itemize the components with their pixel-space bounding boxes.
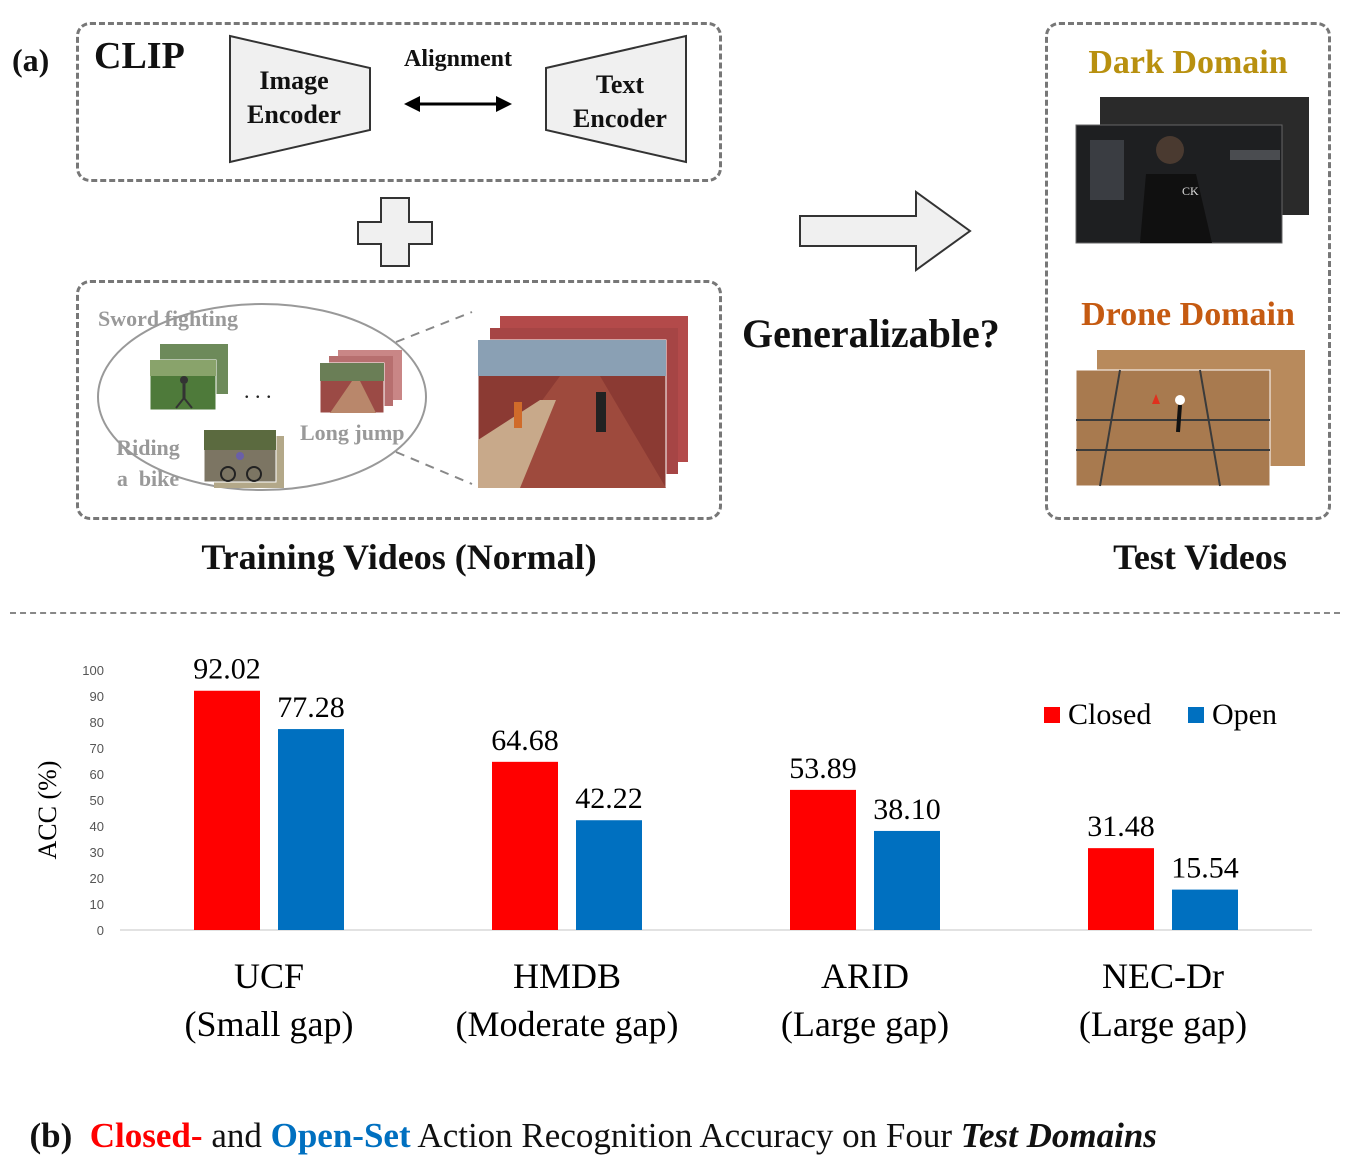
image-encoder-line1: Image: [259, 66, 329, 95]
bar-closed-nec-dr: [1088, 848, 1154, 930]
test-videos-box: [1045, 22, 1331, 520]
bar-value-label: 92.02: [193, 653, 261, 686]
y-tick-label: 80: [90, 715, 104, 730]
y-tick-label: 70: [90, 741, 104, 756]
training-caption: Training Videos (Normal): [201, 537, 597, 577]
drone-domain-frames: [1075, 350, 1305, 487]
bar-value-label: 42.22: [575, 782, 643, 815]
alignment-arrow-icon: [404, 96, 512, 112]
y-tick-label: 20: [90, 871, 104, 886]
caption-emph: Test Domains: [960, 1116, 1157, 1155]
riding-line2: a bike: [116, 466, 180, 491]
generalizable-question: Generalizable?: [742, 311, 1000, 356]
image-encoder-shape: [229, 34, 371, 164]
right-arrow-icon: [799, 190, 972, 272]
svg-text:CK: CK: [1182, 184, 1199, 198]
y-tick-label: 10: [90, 897, 104, 912]
drone-domain-label: Drone Domain: [1081, 296, 1295, 333]
bar-open-ucf: [278, 729, 344, 930]
category-label: HMDB: [513, 956, 621, 996]
category-label: NEC-Dr: [1102, 956, 1224, 996]
y-tick-label: 50: [90, 793, 104, 808]
clip-box: [76, 22, 722, 182]
bar-open-nec-dr: [1172, 889, 1238, 930]
panel-b-label: (b): [29, 1116, 73, 1155]
test-caption: Test Videos: [1113, 537, 1287, 577]
bar-value-label: 38.10: [873, 793, 941, 826]
riding-bike-thumbnail: [203, 429, 284, 488]
y-tick-label: 30: [90, 845, 104, 860]
panel-separator: [10, 612, 1340, 614]
legend-closed-label: Closed: [1068, 698, 1151, 731]
clip-diagram: CK: [97, 34, 1309, 491]
y-tick-label: 40: [90, 819, 104, 834]
accuracy-bar-chart: ACC (%) 0 10 20 30 40 50 60 70 80 90 100 92.02 77.2…: [33, 653, 1312, 1044]
bar-open-hmdb: [576, 820, 642, 930]
bar-closed-ucf: [194, 690, 260, 930]
category-label: ARID: [821, 956, 909, 996]
panel-a-label: (a): [12, 42, 50, 78]
training-videos-box: [76, 280, 722, 520]
legend-open-swatch: [1188, 707, 1204, 723]
long-jump-label: Long jump: [300, 420, 405, 445]
long-jump-large-frame: [477, 316, 688, 489]
riding-bike-label: Riding a bike: [100, 432, 196, 494]
category-note: (Small gap): [185, 1004, 354, 1044]
bar-closed-arid: [790, 789, 856, 930]
bar-value-label: 64.68: [491, 724, 559, 757]
caption-and: and: [202, 1116, 271, 1155]
text-encoder-line1: Text: [595, 70, 645, 99]
legend-open-label: Open: [1212, 698, 1277, 731]
bar-value-label: 31.48: [1087, 810, 1155, 843]
riding-line1: Riding: [116, 435, 180, 460]
image-encoder-label: Image Encoder: [236, 64, 352, 132]
y-tick-label: 100: [82, 663, 104, 678]
bar-value-label: 77.28: [277, 691, 345, 724]
category-label: UCF: [234, 956, 304, 996]
clip-title: CLIP: [94, 35, 185, 77]
sword-fighting-label: Sword fighting: [98, 306, 238, 331]
caption-rest: Action Recognition Accuracy on Four: [410, 1116, 961, 1155]
text-encoder-label: Text Encoder: [560, 68, 680, 136]
category-note: (Moderate gap): [456, 1004, 679, 1044]
category-note: (Large gap): [1079, 1004, 1247, 1044]
legend: Closed Open: [1044, 698, 1277, 731]
category-note: (Large gap): [781, 1004, 949, 1044]
panel-b-caption: (b) Closed- and Open-Set Action Recognit…: [12, 1076, 1157, 1156]
y-tick-label: 0: [97, 923, 104, 938]
bar-value-label: 53.89: [789, 752, 857, 785]
y-tick-label: 60: [90, 767, 104, 782]
y-axis-label: ACC (%): [33, 761, 62, 860]
dark-domain-label: Dark Domain: [1088, 44, 1288, 81]
image-encoder-line2: Encoder: [247, 100, 341, 129]
bar-open-arid: [874, 830, 940, 930]
plus-icon: [357, 197, 433, 267]
text-encoder-shape: [545, 34, 687, 164]
dark-domain-frames: CK: [1075, 97, 1309, 244]
bar-closed-hmdb: [492, 761, 558, 930]
bar-value-label: 15.54: [1171, 852, 1239, 885]
text-encoder-line2: Encoder: [573, 104, 667, 133]
long-jump-thumbnail: [319, 350, 402, 414]
caption-closed: Closed-: [89, 1116, 203, 1155]
sword-fighting-thumbnail: [149, 344, 228, 411]
ellipsis: . . .: [244, 378, 272, 403]
legend-closed-swatch: [1044, 707, 1060, 723]
alignment-label: Alignment: [404, 46, 512, 72]
caption-open: Open-Set: [270, 1116, 411, 1155]
y-tick-label: 90: [90, 689, 104, 704]
training-ellipse: [97, 303, 427, 491]
